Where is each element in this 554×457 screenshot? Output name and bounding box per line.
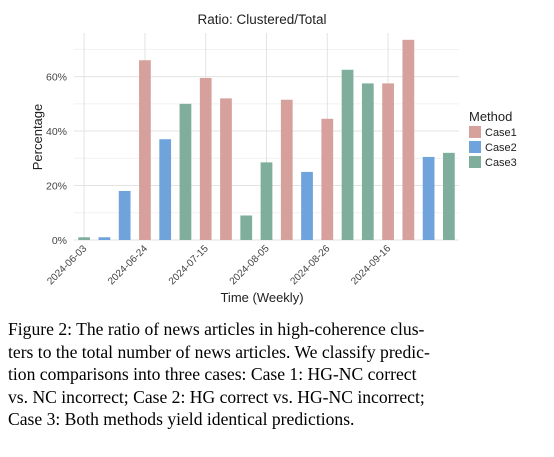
legend: Method Case1 Case2 Case3 bbox=[469, 109, 517, 169]
x-axis: 2024-06-03 2024-06-24 2024-07-15 2024-08-05… bbox=[45, 243, 393, 287]
caption-line: Case 3: Both methods yield identical pre… bbox=[8, 409, 355, 430]
bar-case3-week-9 bbox=[240, 215, 253, 240]
x-tick-label: 2024-06-03 bbox=[45, 243, 89, 287]
bar-case1-week-4 bbox=[139, 60, 151, 240]
bar-case1-week-17 bbox=[402, 39, 415, 241]
bar-case3-week-10 bbox=[260, 162, 273, 240]
legend-label-case3: Case3 bbox=[485, 157, 517, 169]
bar-case3-week-14 bbox=[341, 69, 354, 240]
bar-case3-week-15 bbox=[361, 83, 374, 241]
bar-case2-week-12 bbox=[301, 171, 313, 240]
x-tick-label: 2024-08-26 bbox=[288, 243, 332, 287]
caption-line: Figure 2: The ratio of news articles in … bbox=[8, 319, 425, 339]
bar-case1-week-11 bbox=[280, 99, 293, 241]
y-axis: 0% 20% 40% 60% bbox=[46, 72, 67, 247]
bar-case2-week-5 bbox=[159, 139, 172, 240]
bar-case2-week-2 bbox=[98, 237, 111, 240]
bar-case2-week-18 bbox=[422, 156, 435, 240]
x-axis-label: Time (Weekly) bbox=[220, 290, 303, 305]
x-tick-label: 2024-08-05 bbox=[228, 243, 272, 287]
ratio-bar-chart: Ratio: Clustered/Total 0% 20% 40% 60% 2024-… bbox=[30, 12, 517, 305]
y-tick-label: 0% bbox=[52, 235, 67, 247]
y-tick-label: 60% bbox=[46, 72, 67, 84]
legend-label-case1: Case1 bbox=[485, 127, 517, 139]
bar-case2-week-3 bbox=[118, 190, 131, 240]
bar-case1-week-13 bbox=[321, 118, 334, 240]
y-tick-label: 20% bbox=[46, 181, 67, 193]
x-tick-label: 2024-07-15 bbox=[167, 243, 211, 287]
caption-line: vs. NC incorrect; Case 2: HG correct vs.… bbox=[8, 386, 425, 407]
legend-title: Method bbox=[469, 109, 512, 124]
y-tick-label: 40% bbox=[46, 126, 67, 138]
y-axis-label: Percentage bbox=[30, 104, 45, 171]
legend-swatch-case3 bbox=[469, 156, 481, 168]
bar-case1-week-7 bbox=[199, 77, 212, 240]
caption-line: ters to the total number of news article… bbox=[8, 341, 430, 362]
bar-case3-week-6 bbox=[179, 103, 192, 240]
bars bbox=[78, 39, 455, 241]
legend-swatch-case2 bbox=[469, 141, 481, 153]
x-tick-label: 2024-09-16 bbox=[349, 243, 393, 287]
legend-label-case2: Case2 bbox=[485, 142, 517, 154]
bar-case1-week-8 bbox=[220, 98, 232, 240]
figure-caption: Figure 2: The ratio of news articles in … bbox=[8, 318, 548, 431]
bar-case3-week-19 bbox=[442, 152, 455, 240]
x-tick-label: 2024-06-24 bbox=[106, 243, 150, 287]
bar-case3-week-1 bbox=[78, 237, 91, 240]
bar-case1-week-16 bbox=[382, 83, 394, 241]
legend-swatch-case1 bbox=[469, 126, 481, 138]
caption-line: tion comparisons into three cases: Case … bbox=[8, 364, 417, 385]
chart-title: Ratio: Clustered/Total bbox=[197, 12, 326, 27]
